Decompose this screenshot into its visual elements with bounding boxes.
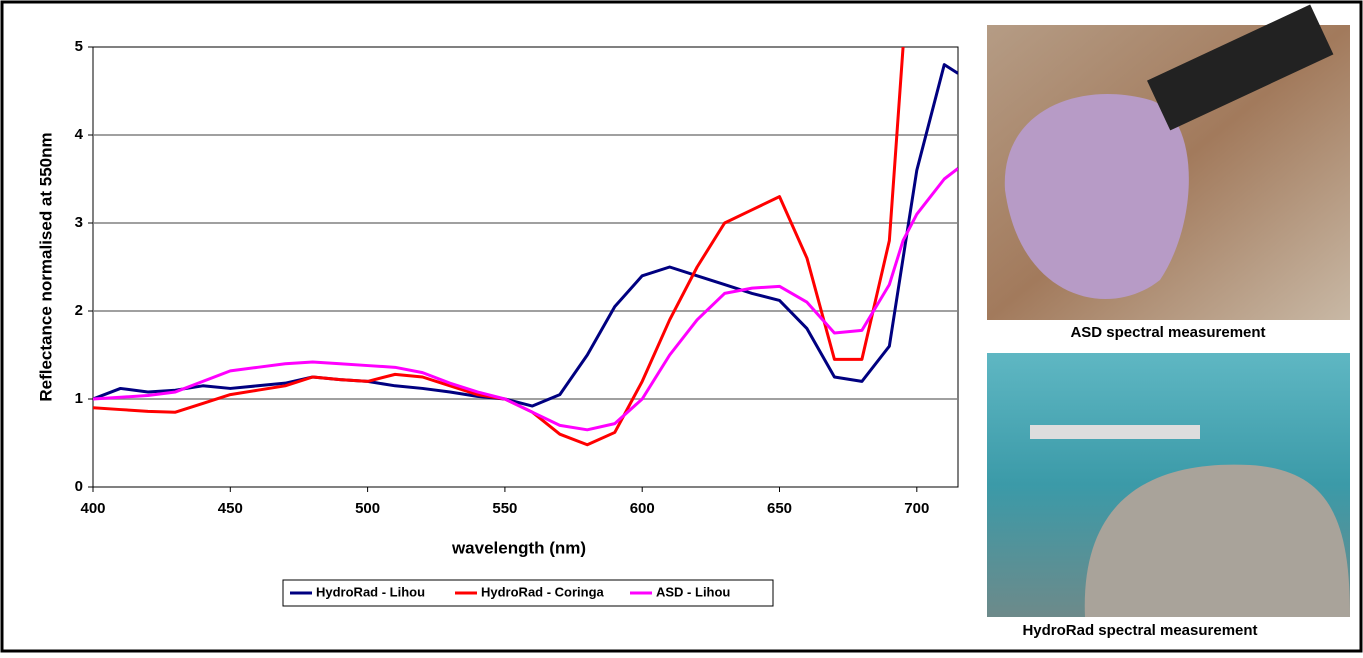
y-tick-label: 5 [75,38,83,55]
y-tick-label: 0 [75,478,83,495]
coral [1004,94,1189,300]
x-axis-title: wavelength (nm) [451,538,586,557]
x-tick-label: 650 [767,500,792,517]
y-tick-label: 3 [75,214,83,231]
lines [93,47,958,447]
legend-box [282,579,774,607]
caption: HydroRad spectral measurement [1022,622,1257,639]
legend-label: ASD - Lihou [656,584,730,599]
coral [1084,464,1350,617]
y-tick-label: 4 [75,126,84,143]
y-tick-label: 1 [75,390,83,407]
x-tick-label: 450 [218,500,243,517]
series-line [93,63,958,408]
x-tick-label: 500 [355,500,380,517]
x-tick-label: 550 [492,500,517,517]
legend: HydroRad - Lihou HydroRad - Coringa ASD - … [290,584,730,599]
x-tick-label: 400 [80,500,105,517]
y-axis-title: Reflectance normalised at 550nm [36,132,55,401]
grid: 0 1 2 3 4 5 400 450 500 550 600 650 700 [75,38,958,517]
x-tick-label: 700 [904,500,929,517]
legend-label: HydroRad - Lihou [316,584,425,599]
caption: ASD spectral measurement [1070,324,1265,341]
probe [1030,425,1200,439]
legend-label: HydroRad - Coringa [481,584,605,599]
y-tick-label: 2 [75,302,83,319]
series-line [93,167,958,432]
probe [1147,4,1334,131]
plot-area [92,46,959,488]
x-tick-label: 600 [630,500,655,517]
